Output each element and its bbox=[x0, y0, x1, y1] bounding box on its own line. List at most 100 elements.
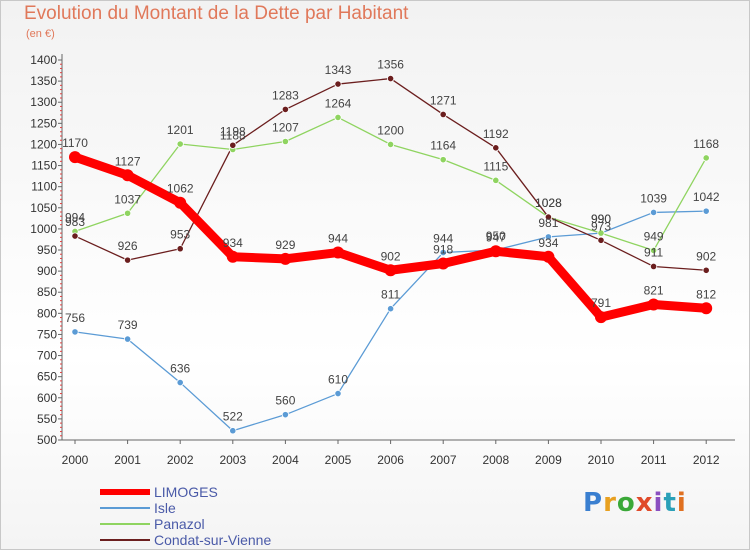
data-label: 1283 bbox=[272, 88, 299, 102]
x-tick-label: 2010 bbox=[588, 453, 615, 467]
data-point bbox=[124, 209, 132, 217]
x-tick-label: 2009 bbox=[535, 453, 562, 467]
data-point bbox=[279, 252, 292, 265]
y-tick-label: 1050 bbox=[30, 201, 57, 215]
data-label: 791 bbox=[591, 296, 611, 310]
data-point bbox=[281, 137, 289, 146]
data-label: 911 bbox=[644, 245, 663, 259]
y-tick-label: 1150 bbox=[31, 159, 57, 173]
y-tick-label: 1300 bbox=[30, 95, 57, 109]
y-tick-label: 1350 bbox=[30, 74, 57, 88]
data-point bbox=[649, 262, 658, 271]
data-label: 926 bbox=[118, 239, 138, 253]
y-tick-label: 550 bbox=[37, 412, 57, 426]
data-label: 811 bbox=[381, 288, 400, 302]
data-point bbox=[597, 229, 605, 237]
legend-label-panazol: Panazol bbox=[154, 516, 205, 532]
data-point bbox=[176, 140, 184, 148]
x-tick-label: 2004 bbox=[272, 453, 299, 467]
x-tick-label: 2002 bbox=[167, 453, 194, 467]
data-label: 902 bbox=[381, 249, 401, 263]
data-label: 947 bbox=[486, 230, 506, 244]
logo-letter: x bbox=[635, 488, 654, 518]
y-tick-label: 1400 bbox=[30, 53, 57, 67]
data-point bbox=[334, 389, 342, 398]
data-point bbox=[439, 156, 447, 164]
y-tick-label: 650 bbox=[37, 370, 57, 384]
y-tick-label: 850 bbox=[37, 285, 57, 299]
data-point bbox=[281, 105, 289, 114]
logo-letter: P bbox=[583, 488, 604, 518]
data-point bbox=[597, 236, 605, 244]
data-label: 953 bbox=[170, 228, 190, 242]
x-tick-label: 2006 bbox=[377, 453, 404, 467]
data-label: 1039 bbox=[640, 191, 667, 205]
data-point bbox=[595, 311, 607, 324]
y-tick-label: 950 bbox=[37, 243, 57, 257]
data-label: 929 bbox=[275, 238, 295, 252]
data-point bbox=[386, 140, 395, 149]
data-point bbox=[702, 154, 710, 162]
logo-letter: i bbox=[676, 488, 687, 518]
data-label: 981 bbox=[538, 216, 558, 230]
data-point bbox=[700, 302, 713, 315]
data-point bbox=[647, 298, 660, 311]
data-point bbox=[386, 305, 395, 313]
data-label: 934 bbox=[223, 236, 243, 250]
y-tick-label: 600 bbox=[37, 391, 57, 405]
data-label: 1207 bbox=[272, 120, 299, 134]
data-label: 1356 bbox=[377, 58, 404, 72]
data-label: 990 bbox=[591, 212, 611, 226]
data-point bbox=[702, 207, 710, 215]
data-point bbox=[334, 80, 342, 88]
data-label: 522 bbox=[223, 410, 243, 424]
logo-letter: i bbox=[653, 488, 664, 518]
data-point bbox=[121, 169, 134, 182]
data-point bbox=[176, 378, 184, 387]
data-point bbox=[229, 427, 237, 435]
data-point bbox=[386, 74, 395, 83]
data-point bbox=[649, 208, 658, 217]
legend-label-isle: Isle bbox=[154, 500, 176, 516]
data-label: 1188 bbox=[220, 129, 246, 143]
x-tick-label: 2001 bbox=[114, 453, 141, 467]
data-label: 973 bbox=[591, 219, 611, 233]
data-label: 1115 bbox=[483, 159, 508, 173]
data-label: 934 bbox=[538, 236, 558, 250]
data-point bbox=[71, 328, 79, 336]
data-label: 949 bbox=[644, 229, 664, 243]
y-tick-label: 1000 bbox=[30, 222, 57, 236]
data-label: 610 bbox=[328, 373, 348, 387]
series-line bbox=[74, 210, 707, 432]
data-point bbox=[492, 176, 500, 184]
legend-swatch-isle bbox=[100, 507, 150, 509]
data-label: 821 bbox=[644, 283, 664, 297]
legend-swatch-condat bbox=[100, 539, 150, 541]
data-point bbox=[229, 141, 237, 149]
data-label: 983 bbox=[65, 215, 85, 229]
legend-item-condat: Condat-sur-Vienne bbox=[100, 532, 360, 548]
data-point bbox=[71, 232, 79, 240]
data-point bbox=[437, 257, 450, 270]
x-tick-label: 2007 bbox=[430, 453, 457, 467]
data-label: 990 bbox=[591, 212, 611, 226]
chart-legend: LIMOGES Isle Panazol Condat-sur-Vienne bbox=[100, 484, 360, 548]
legend-swatch-panazol bbox=[100, 523, 150, 525]
data-point bbox=[124, 256, 132, 264]
data-label: 902 bbox=[696, 249, 716, 263]
data-point bbox=[439, 248, 447, 257]
data-point bbox=[334, 113, 342, 122]
legend-label-condat: Condat-sur-Vienne bbox=[154, 532, 272, 548]
data-label: 560 bbox=[275, 394, 295, 408]
x-tick-label: 2000 bbox=[62, 453, 89, 467]
data-label: 1062 bbox=[167, 182, 194, 196]
data-point bbox=[124, 335, 132, 343]
data-label: 1264 bbox=[325, 96, 352, 110]
x-tick-label: 2011 bbox=[641, 453, 667, 467]
data-label: 1028 bbox=[535, 196, 562, 210]
data-label: 944 bbox=[433, 232, 453, 246]
data-label: 1028 bbox=[535, 196, 562, 210]
data-point bbox=[69, 151, 81, 164]
